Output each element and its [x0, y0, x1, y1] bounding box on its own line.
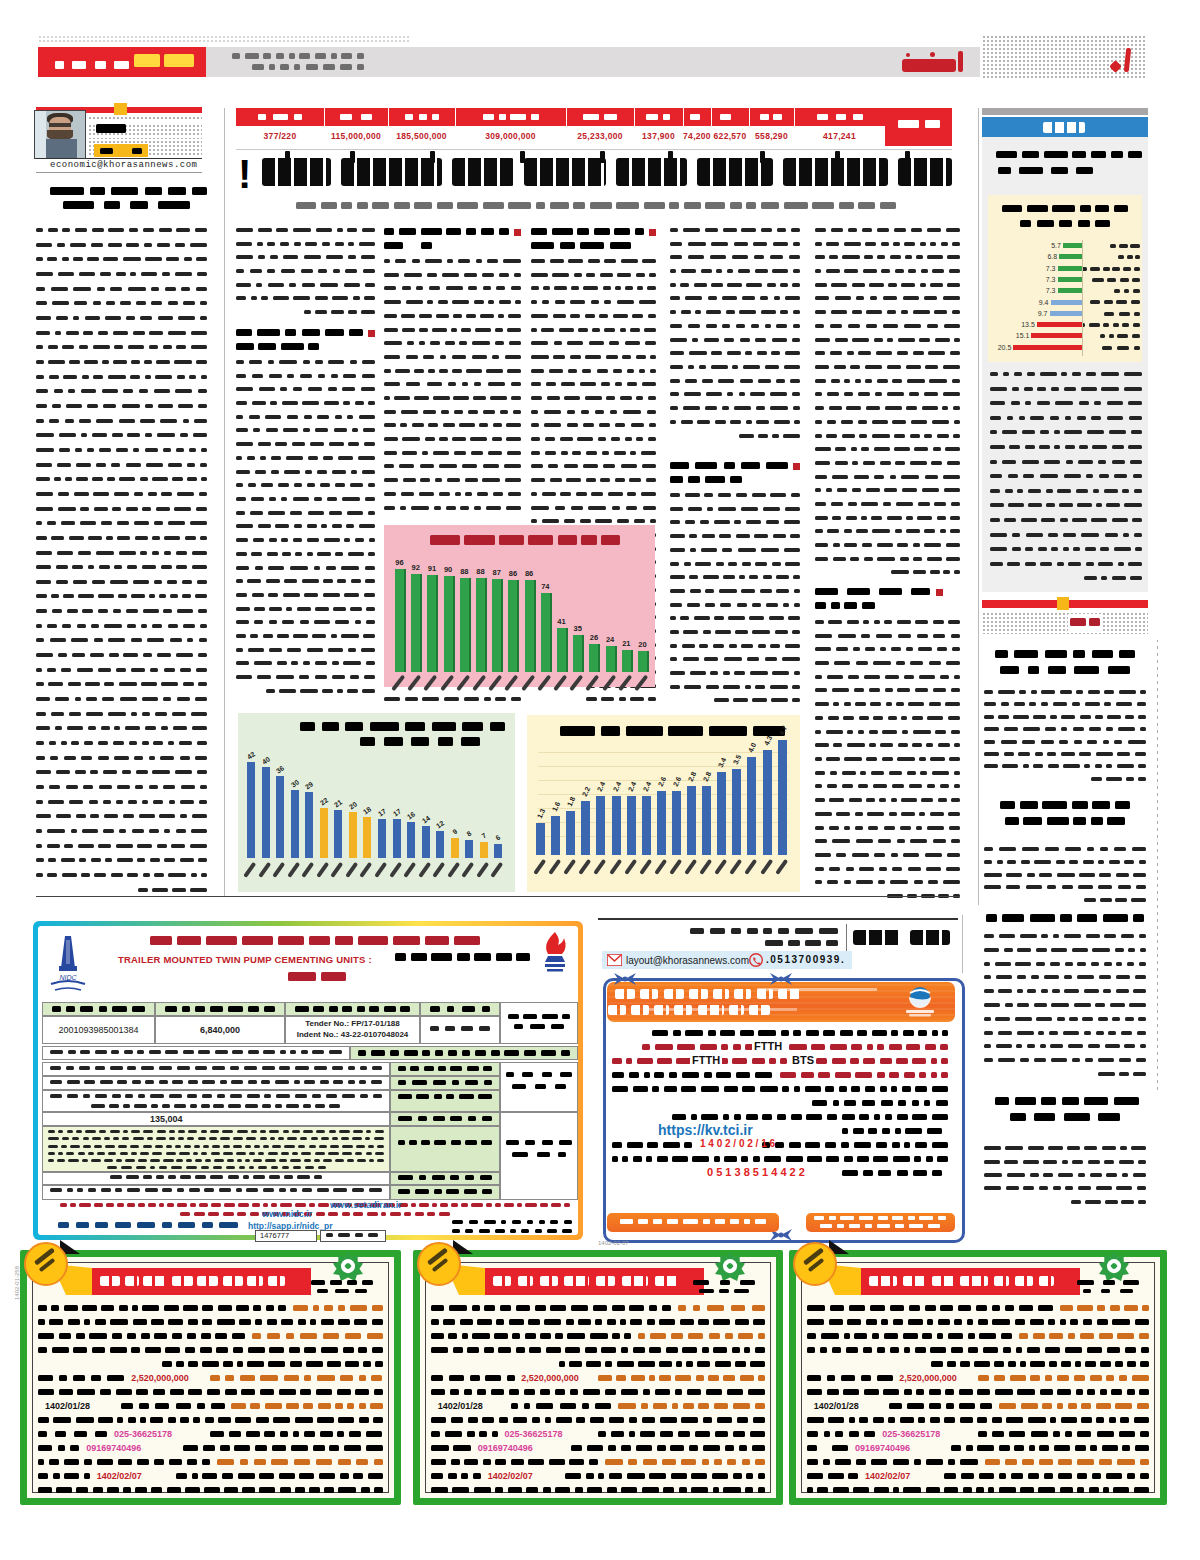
svg-text:NIDC: NIDC — [59, 974, 77, 981]
